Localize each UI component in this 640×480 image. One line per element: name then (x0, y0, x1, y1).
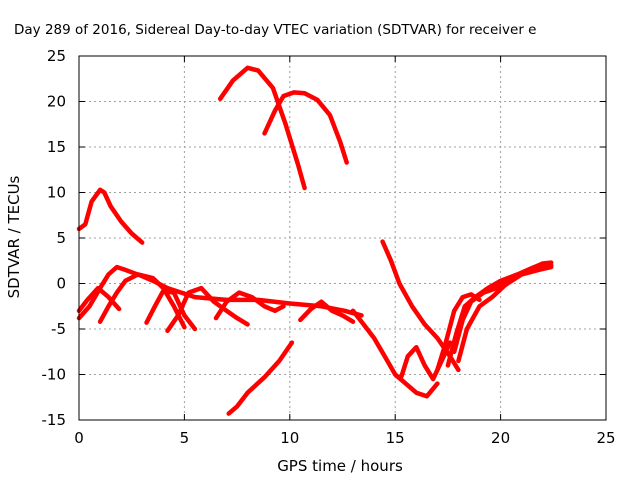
x-tick-label: 10 (280, 429, 299, 447)
series-line-arc-7 (97, 272, 187, 330)
series-lines (76, 65, 554, 416)
series-line-arc-8 (144, 288, 198, 332)
series-line-arc-11 (298, 299, 356, 324)
y-tick-label: 0 (56, 275, 66, 293)
x-tick-label: 15 (386, 429, 405, 447)
x-axis-label: GPS time / hours (277, 457, 403, 475)
y-tick-label: -5 (51, 320, 66, 338)
y-axis-label: SDTVAR / TECUs (5, 175, 23, 298)
series-line-arc-10 (213, 290, 286, 321)
series-line-arc-1 (76, 187, 145, 245)
y-tick-label: -10 (42, 366, 67, 384)
series-line-arc-17 (451, 260, 554, 355)
y-tick-label: 20 (47, 93, 66, 111)
y-tick-label: 10 (47, 184, 66, 202)
series-line-arc-13 (380, 239, 461, 373)
series-line-arc-2 (217, 65, 307, 191)
y-tick-label: 25 (47, 47, 66, 65)
axis-ticks: 0 5 10 15 20 25 -15 -10 -5 0 5 10 15 20 25 (42, 47, 616, 447)
x-tick-label: 0 (74, 429, 84, 447)
series-line-arc-9 (165, 285, 250, 334)
grid-lines (79, 56, 606, 420)
series-line-arc-18 (456, 264, 554, 364)
y-tick-label: 15 (47, 138, 66, 156)
series-line-arc-12 (350, 308, 440, 399)
y-tick-label: 5 (56, 229, 66, 247)
series-line-arc-3 (262, 90, 349, 165)
series-line-arc-4 (226, 340, 295, 416)
chart-title: Day 289 of 2016, Sidereal Day-to-day VTE… (14, 22, 536, 38)
plot-frame (78, 55, 607, 421)
x-tick-label: 5 (180, 429, 190, 447)
x-tick-label: 20 (491, 429, 510, 447)
series-line-arc-15 (435, 292, 482, 373)
y-tick-label: -15 (42, 411, 67, 429)
x-tick-label: 25 (596, 429, 615, 447)
